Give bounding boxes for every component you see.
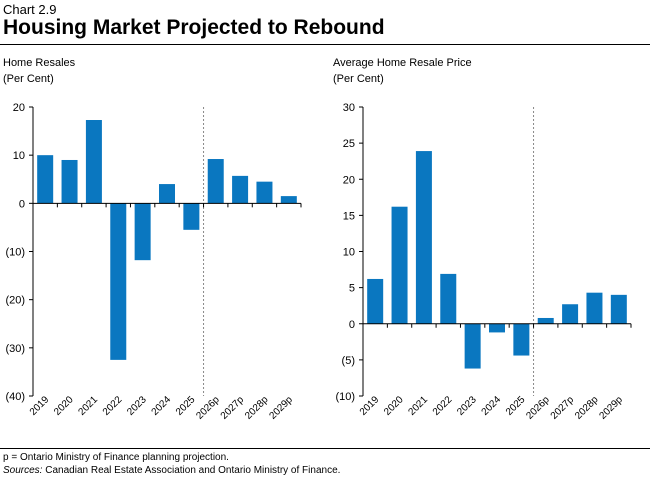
chart-title: Housing Market Projected to Rebound [3,16,385,39]
bar [391,206,408,324]
panel-subtitle-resales: (Per Cent) [3,73,54,85]
y-tick-label: 20 [343,174,355,186]
sources-text: Canadian Real Estate Association and Ont… [45,465,341,476]
x-tick-label: 2028p [573,394,601,422]
bar [610,294,627,324]
bar [280,196,297,204]
bottom-rule [0,448,650,449]
sources-label: Sources: [3,465,43,476]
y-tick-label: 20 [13,102,25,114]
bar [440,273,457,324]
x-tick-label: 2021 [407,394,431,418]
y-tick-label: 0 [349,319,355,331]
bar [134,203,151,261]
y-tick-label: 30 [343,102,355,114]
bar [85,120,102,204]
bar [489,323,505,333]
y-tick-label: 10 [343,247,355,259]
x-tick-label: 2019 [358,394,382,418]
bar [207,159,224,204]
projection-note: p = Ontario Ministry of Finance planning… [3,452,229,463]
x-tick-label: 2027p [549,394,577,422]
bar [183,203,200,230]
bar [256,181,273,204]
x-tick-label: 2022 [431,394,455,418]
bar [232,175,249,204]
y-tick-label: 15 [343,210,355,222]
bar [415,151,432,324]
top-rule [0,44,650,45]
bar [464,323,481,369]
x-tick-label: 2024 [480,394,504,418]
y-tick-label: 10 [13,150,25,162]
bar [110,203,127,360]
y-tick-label: (10) [335,391,355,403]
bar [61,159,78,204]
x-tick-label: 2029p [597,394,625,422]
y-tick-label: (40) [5,391,25,403]
panel-title-resales: Home Resales [3,57,76,69]
y-tick-label: 5 [349,283,355,295]
y-tick-label: (10) [5,247,25,259]
bar [562,304,579,324]
bar [37,155,54,204]
y-tick-label: (20) [5,295,25,307]
x-tick-label: 2023 [455,394,479,418]
y-tick-label: 0 [19,198,25,210]
x-tick-label: 2026p [524,394,552,422]
y-tick-label: (30) [5,343,25,355]
y-tick-label: 25 [343,138,355,150]
bar [513,323,530,356]
sources-note: Sources: Canadian Real Estate Associatio… [3,465,340,476]
x-tick-label: 2020 [382,394,406,418]
bar [159,184,175,204]
bar [537,317,554,324]
chart-number: Chart 2.9 [3,2,57,17]
y-tick-label: (5) [342,355,355,367]
panel-title-price: Average Home Resale Price [333,57,472,69]
panel-subtitle-price: (Per Cent) [333,73,384,85]
bar [586,292,603,324]
bar [367,278,384,324]
